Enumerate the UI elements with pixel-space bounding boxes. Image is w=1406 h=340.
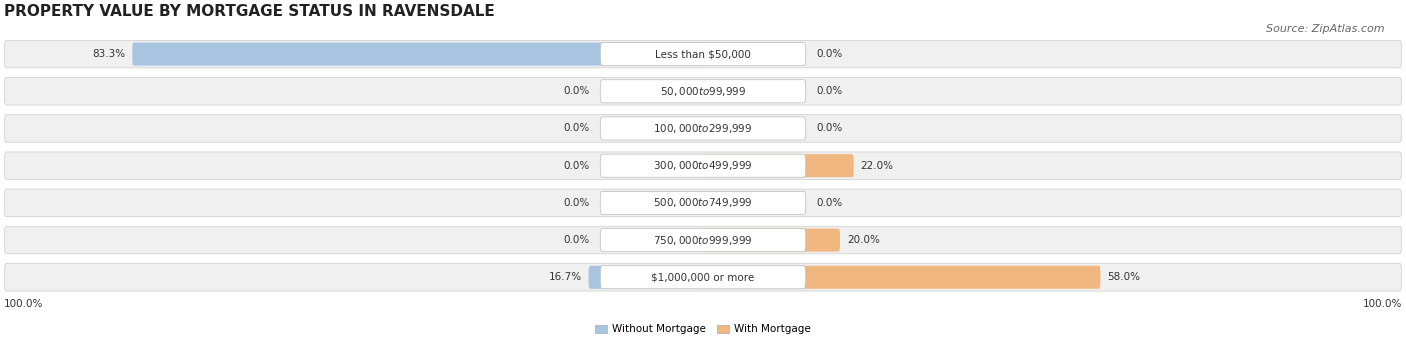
FancyBboxPatch shape <box>4 40 1402 68</box>
FancyBboxPatch shape <box>600 80 806 103</box>
Text: 0.0%: 0.0% <box>564 161 591 171</box>
Legend: Without Mortgage, With Mortgage: Without Mortgage, With Mortgage <box>591 320 815 339</box>
Text: 0.0%: 0.0% <box>564 198 591 208</box>
Text: 0.0%: 0.0% <box>815 86 842 96</box>
Text: $300,000 to $499,999: $300,000 to $499,999 <box>654 159 752 172</box>
FancyBboxPatch shape <box>703 266 1101 289</box>
Text: 16.7%: 16.7% <box>548 272 582 282</box>
FancyBboxPatch shape <box>600 42 806 66</box>
FancyBboxPatch shape <box>600 266 806 289</box>
Text: $100,000 to $299,999: $100,000 to $299,999 <box>654 122 752 135</box>
Text: 0.0%: 0.0% <box>815 49 842 59</box>
FancyBboxPatch shape <box>4 264 1402 291</box>
FancyBboxPatch shape <box>4 78 1402 105</box>
Text: Less than $50,000: Less than $50,000 <box>655 49 751 59</box>
Text: 22.0%: 22.0% <box>860 161 894 171</box>
FancyBboxPatch shape <box>600 228 806 252</box>
FancyBboxPatch shape <box>600 154 806 177</box>
FancyBboxPatch shape <box>4 189 1402 217</box>
Text: 83.3%: 83.3% <box>93 49 125 59</box>
FancyBboxPatch shape <box>600 191 806 215</box>
Text: 0.0%: 0.0% <box>564 235 591 245</box>
FancyBboxPatch shape <box>4 226 1402 254</box>
Text: Source: ZipAtlas.com: Source: ZipAtlas.com <box>1267 24 1385 34</box>
Text: $750,000 to $999,999: $750,000 to $999,999 <box>654 234 752 246</box>
FancyBboxPatch shape <box>589 266 703 289</box>
FancyBboxPatch shape <box>132 42 703 66</box>
Text: 0.0%: 0.0% <box>564 123 591 134</box>
FancyBboxPatch shape <box>4 115 1402 142</box>
FancyBboxPatch shape <box>4 152 1402 180</box>
Text: 0.0%: 0.0% <box>564 86 591 96</box>
Text: 100.0%: 100.0% <box>4 299 44 309</box>
Text: $500,000 to $749,999: $500,000 to $749,999 <box>654 197 752 209</box>
Text: 100.0%: 100.0% <box>1362 299 1402 309</box>
Text: 58.0%: 58.0% <box>1108 272 1140 282</box>
Text: $50,000 to $99,999: $50,000 to $99,999 <box>659 85 747 98</box>
FancyBboxPatch shape <box>703 228 839 252</box>
FancyBboxPatch shape <box>600 117 806 140</box>
FancyBboxPatch shape <box>703 154 853 177</box>
Text: $1,000,000 or more: $1,000,000 or more <box>651 272 755 282</box>
Text: 0.0%: 0.0% <box>815 123 842 134</box>
Text: 0.0%: 0.0% <box>815 198 842 208</box>
Text: PROPERTY VALUE BY MORTGAGE STATUS IN RAVENSDALE: PROPERTY VALUE BY MORTGAGE STATUS IN RAV… <box>4 4 495 19</box>
Text: 20.0%: 20.0% <box>846 235 880 245</box>
